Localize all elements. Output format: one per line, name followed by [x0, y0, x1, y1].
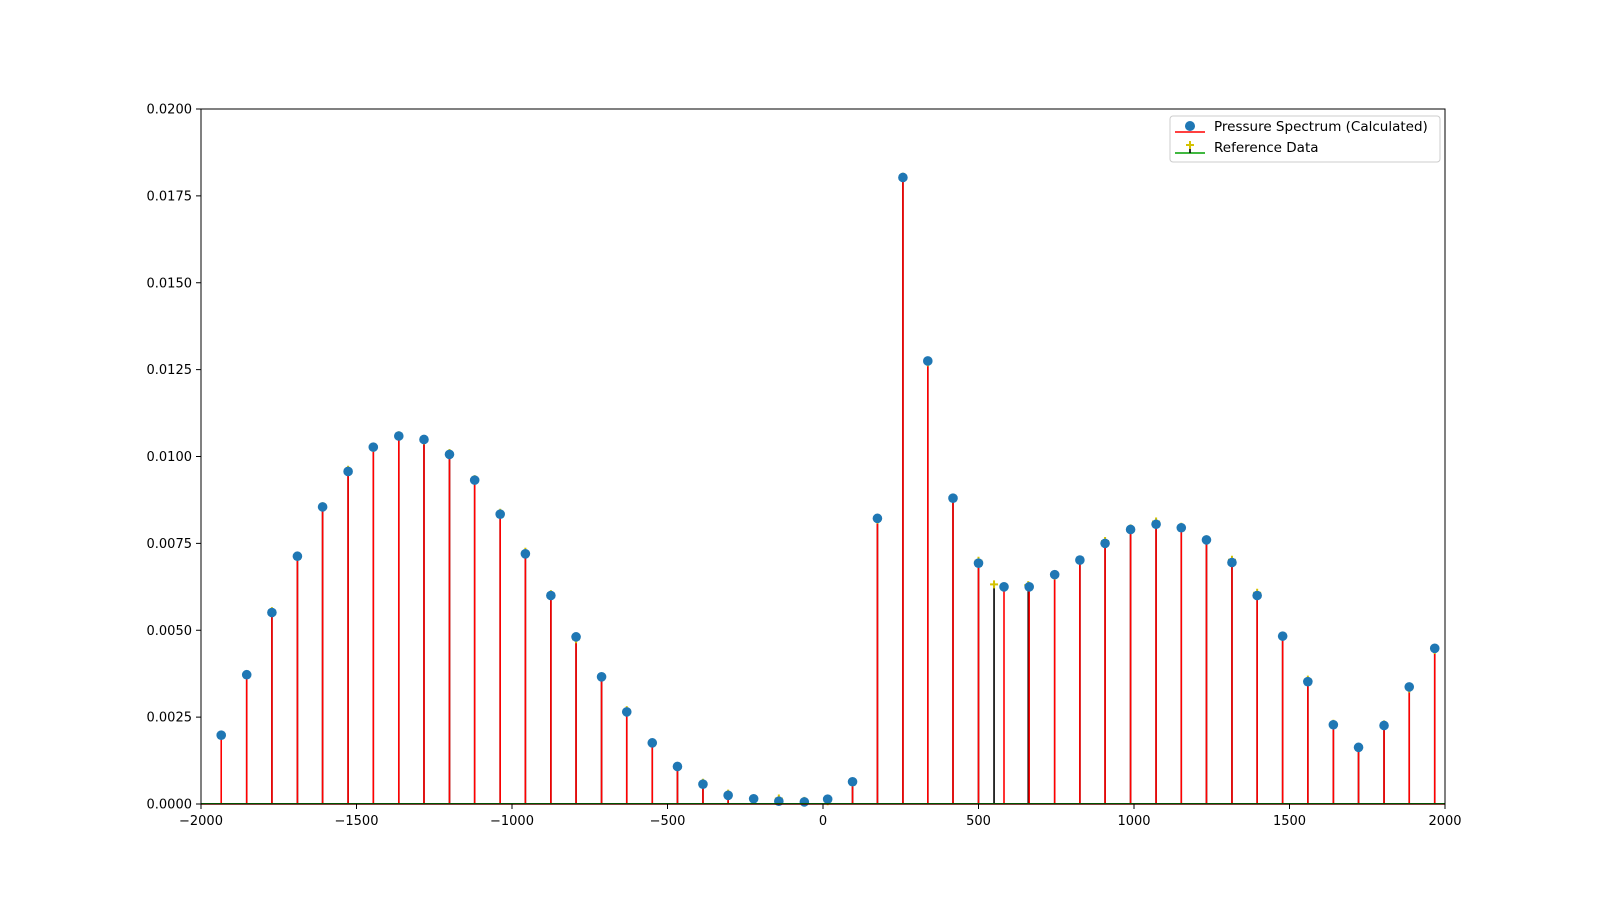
y-tick-label: 0.0025 — [147, 711, 193, 726]
y-tick-label: 0.0150 — [147, 276, 193, 291]
calculated-marker — [799, 797, 810, 807]
x-tick-label: 2000 — [1428, 814, 1461, 829]
calculated-marker — [393, 431, 404, 441]
calculated-marker — [520, 549, 531, 559]
x-tick-label: −1000 — [490, 814, 534, 829]
legend: Pressure Spectrum (Calculated) Reference… — [1169, 115, 1441, 163]
calculated-marker — [1125, 524, 1136, 535]
calculated-marker — [1100, 538, 1110, 549]
legend-ref-label: Reference Data — [1214, 140, 1319, 156]
calculated-marker — [1075, 555, 1085, 565]
calculated-marker — [1176, 522, 1187, 533]
calculated-marker — [469, 475, 480, 485]
legend-box — [1169, 115, 1441, 163]
calculated-marker — [847, 776, 858, 787]
axes: −2000 −1500 −1000 −500 0 500 1000 1500 2000 0.000… — [147, 103, 1462, 830]
y-tick-label: 0.0175 — [147, 189, 193, 204]
calculated-marker — [267, 607, 277, 618]
x-tick-label: 500 — [966, 814, 991, 829]
calculated-marker — [748, 793, 759, 804]
calculated-marker — [216, 730, 227, 740]
reference-marker — [990, 580, 999, 589]
plot-background — [201, 109, 1445, 804]
calculated-marker — [1404, 682, 1415, 692]
calculated-marker — [368, 442, 379, 452]
x-tick-label: 1500 — [1273, 814, 1306, 829]
calculated-marker — [1151, 519, 1161, 530]
calculated-marker — [999, 582, 1009, 592]
calculated-marker — [1429, 643, 1440, 654]
calculated-marker — [647, 738, 658, 748]
calculated-marker — [1024, 582, 1034, 592]
calculated-marker — [822, 794, 833, 804]
x-tick-label: 1000 — [1117, 814, 1150, 829]
x-tick-label: −1500 — [335, 814, 379, 829]
calculated-marker — [1252, 590, 1262, 601]
calculated-marker — [672, 761, 683, 772]
calculated-marker — [546, 590, 556, 601]
y-tick-label: 0.0100 — [147, 450, 193, 465]
calculated-marker — [1379, 720, 1389, 731]
calculated-marker — [495, 509, 505, 519]
calculated-marker — [723, 790, 733, 801]
legend-calc-marker-swatch — [1185, 121, 1195, 131]
calculated-markers — [216, 172, 1440, 807]
calculated-marker — [973, 558, 984, 568]
calculated-marker — [621, 707, 632, 717]
calculated-marker — [1201, 535, 1212, 545]
calculated-marker — [1049, 569, 1060, 580]
calculated-marker — [1303, 676, 1313, 687]
calculated-marker — [1227, 557, 1237, 568]
calculated-marker — [571, 632, 581, 642]
y-tick-label: 0.0125 — [147, 363, 193, 378]
calculated-marker — [292, 551, 303, 562]
calculated-marker — [444, 449, 455, 460]
y-tick-label: 0.0200 — [147, 103, 193, 118]
calculated-stems — [220, 177, 1436, 804]
calculated-marker — [1353, 742, 1364, 753]
calculated-marker — [419, 434, 429, 445]
calculated-marker — [343, 466, 353, 477]
calculated-marker — [241, 669, 252, 680]
calculated-marker — [596, 672, 607, 682]
x-tick-label: −500 — [650, 814, 686, 829]
legend-calc-label: Pressure Spectrum (Calculated) — [1214, 119, 1428, 135]
calculated-marker — [923, 356, 933, 366]
y-tick-label: 0.0000 — [147, 798, 193, 813]
calculated-marker — [698, 779, 708, 789]
calculated-marker — [898, 172, 908, 183]
legend-ref-marker-swatch — [1186, 141, 1194, 149]
y-tick-label: 0.0075 — [147, 537, 193, 552]
calculated-marker — [1328, 719, 1339, 730]
y-tick-label: 0.0050 — [147, 624, 193, 639]
x-tick-label: 0 — [819, 814, 827, 829]
calculated-marker — [1277, 631, 1288, 641]
calculated-marker — [948, 493, 958, 504]
plot-area — [201, 109, 1445, 804]
calculated-marker — [872, 513, 883, 524]
calculated-marker — [317, 502, 328, 512]
x-tick-label: −2000 — [179, 814, 223, 829]
